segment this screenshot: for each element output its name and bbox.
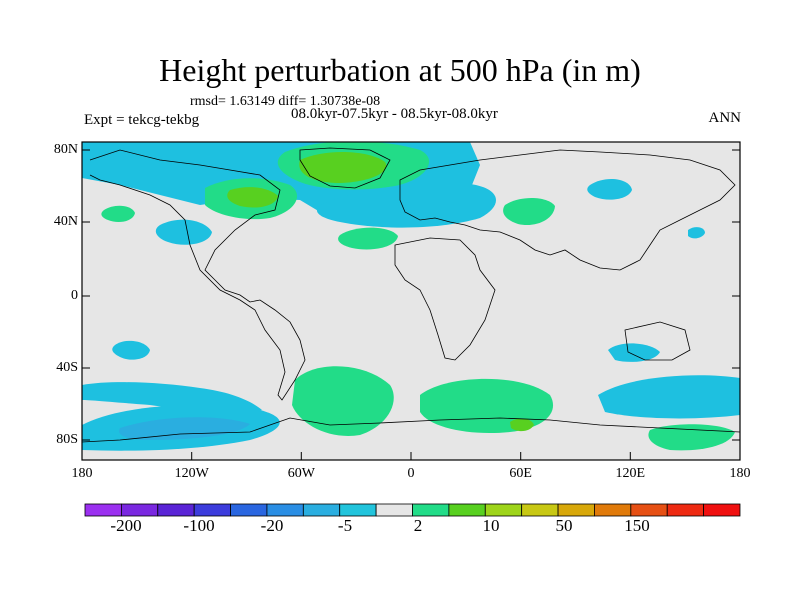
colorbar-swatch <box>557 503 595 517</box>
field-contours <box>82 142 740 451</box>
lon-label: 60E <box>509 466 532 481</box>
region-npacific-blue <box>155 219 212 245</box>
lon-label: 120E <box>615 466 646 481</box>
axis-ticks <box>81 149 741 460</box>
experiment-label: Expt = tekcg-tekbg <box>84 112 200 128</box>
colorbar-swatch <box>703 503 741 517</box>
region-easia-blue <box>587 178 632 200</box>
period-label: 08.0kyr-07.5kyr - 08.5kyr-08.0kyr <box>291 106 498 122</box>
colorbar-label: 2 <box>413 516 423 535</box>
region-matlantic-green <box>338 227 398 250</box>
region-small-green <box>510 418 534 432</box>
colorbar-swatch <box>84 503 122 517</box>
lat-label: 0 <box>71 288 78 303</box>
colorbar-label: -100 <box>183 516 215 535</box>
colorbar-swatch <box>193 503 231 517</box>
map-title: Height perturbation at 500 hPa (in m) <box>159 52 641 88</box>
region-npacific-green <box>101 205 135 222</box>
colorbar-swatch <box>521 503 559 517</box>
colorbar-swatch <box>230 503 268 517</box>
colorbar-swatch <box>412 503 450 517</box>
colorbar-swatch <box>266 503 304 517</box>
colorbar-swatch <box>375 503 413 517</box>
lat-label: 80S <box>56 432 78 447</box>
colorbar-swatch <box>666 503 705 517</box>
lat-label: 80N <box>53 142 78 157</box>
region-spacific-blue <box>112 340 150 360</box>
lat-label: 40N <box>53 214 78 229</box>
lat-label: 40S <box>56 360 78 375</box>
colorbar-label: -5 <box>337 516 353 535</box>
colorbar-label: 10 <box>482 516 500 535</box>
colorbar-swatch <box>339 503 377 517</box>
stats-label: rmsd= 1.63149 diff= 1.30738e-08 <box>190 94 381 109</box>
colorbar-swatch <box>302 503 341 517</box>
region-sbelt-blue-east <box>598 375 740 419</box>
region-antarctic-core <box>119 417 251 440</box>
lon-label: 180 <box>729 466 751 481</box>
colorbar-swatch <box>630 503 668 517</box>
lon-label: 60W <box>287 466 315 481</box>
colorbar-label: 50 <box>555 516 573 535</box>
coastlines <box>82 147 740 443</box>
region-namerica-core <box>227 187 278 208</box>
region-greenland-core <box>299 151 387 183</box>
colorbar <box>84 503 741 517</box>
colorbar-swatch <box>157 503 195 517</box>
colorbar-swatch <box>448 503 486 517</box>
region-casia-green <box>503 197 555 226</box>
lon-label: 0 <box>407 466 415 481</box>
colorbar-swatch <box>484 503 523 517</box>
colorbar-label: -20 <box>260 516 284 535</box>
colorbar-label: -200 <box>110 516 142 535</box>
region-satlantic-green <box>292 366 394 436</box>
lon-label: 180 <box>71 466 93 481</box>
region-epacific-blue <box>688 227 705 239</box>
colorbar-label: 150 <box>624 516 650 535</box>
region-europe-blue <box>316 182 497 228</box>
colorbar-swatch <box>120 503 159 517</box>
region-australia-blue <box>608 343 660 362</box>
lon-label: 120W <box>174 466 209 481</box>
colorbar-swatch <box>594 503 632 517</box>
region-sbelt-blue-west <box>82 382 262 413</box>
season-label: ANN <box>708 110 742 126</box>
